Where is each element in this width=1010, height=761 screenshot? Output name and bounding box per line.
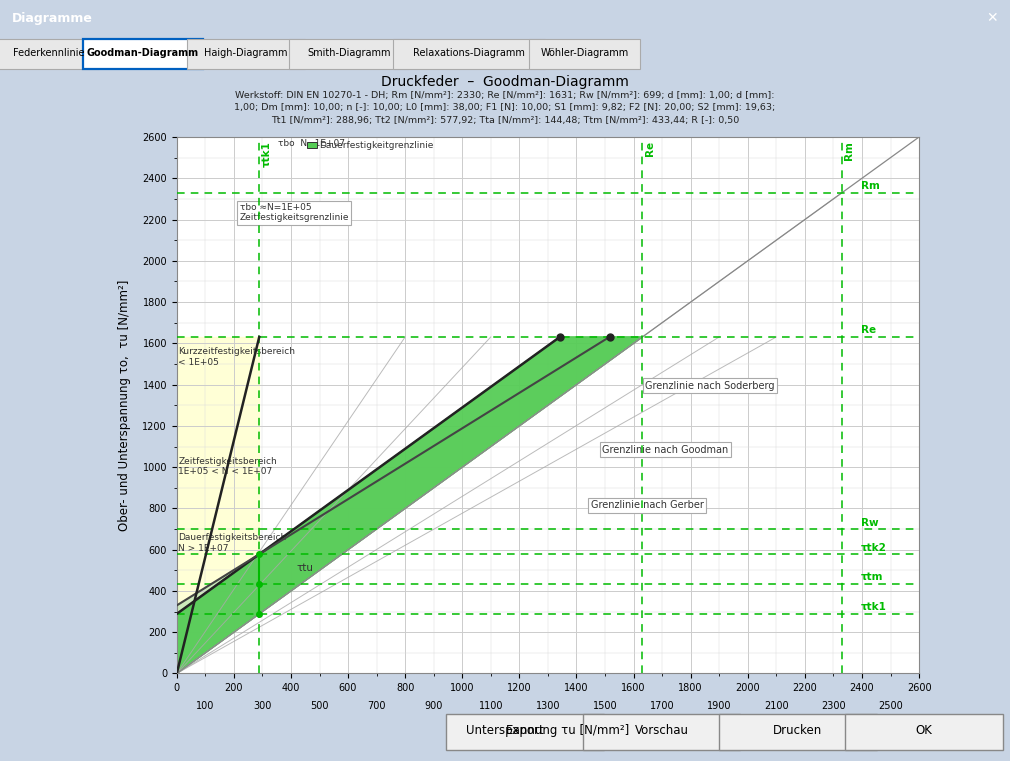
FancyBboxPatch shape bbox=[393, 39, 545, 69]
Text: τtk1: τtk1 bbox=[262, 141, 272, 167]
Text: 2300: 2300 bbox=[821, 702, 845, 712]
Text: 2100: 2100 bbox=[764, 702, 789, 712]
Text: 700: 700 bbox=[368, 702, 386, 712]
Text: Kurzzeitfestigkeitsbereich
< 1E+05: Kurzzeitfestigkeitsbereich < 1E+05 bbox=[178, 348, 295, 367]
Text: 1100: 1100 bbox=[479, 702, 503, 712]
FancyBboxPatch shape bbox=[187, 39, 305, 69]
FancyBboxPatch shape bbox=[719, 714, 877, 750]
Text: Grenzlinie nach Gerber: Grenzlinie nach Gerber bbox=[591, 501, 704, 511]
Polygon shape bbox=[177, 337, 260, 614]
Text: τtm: τtm bbox=[861, 572, 883, 582]
Text: 1500: 1500 bbox=[593, 702, 617, 712]
Text: OK: OK bbox=[916, 724, 932, 737]
Text: 100: 100 bbox=[196, 702, 214, 712]
Text: Re: Re bbox=[644, 141, 654, 156]
FancyBboxPatch shape bbox=[583, 714, 740, 750]
Polygon shape bbox=[177, 337, 642, 673]
Text: Dauerfestigkeitsbereich
N > 1E+07: Dauerfestigkeitsbereich N > 1E+07 bbox=[178, 533, 287, 552]
Text: Werkstoff: DIN EN 10270-1 - DH; Rm [N/mm²]: 2330; Re [N/mm²]: 1631; Rw [N/mm²]: : Werkstoff: DIN EN 10270-1 - DH; Rm [N/mm… bbox=[234, 91, 776, 126]
Text: Rm: Rm bbox=[861, 181, 880, 191]
Bar bbox=[307, 142, 317, 148]
Text: Diagramme: Diagramme bbox=[12, 11, 93, 25]
Y-axis label: Ober- und Unterspannung τo,  τu [N/mm²]: Ober- und Unterspannung τo, τu [N/mm²] bbox=[118, 279, 131, 531]
Text: Vorschau: Vorschau bbox=[634, 724, 689, 737]
Text: 1900: 1900 bbox=[707, 702, 731, 712]
Text: 1300: 1300 bbox=[535, 702, 561, 712]
FancyBboxPatch shape bbox=[845, 714, 1003, 750]
Text: Re: Re bbox=[861, 325, 876, 336]
Text: Relaxations-Diagramm: Relaxations-Diagramm bbox=[413, 49, 525, 59]
Text: 500: 500 bbox=[310, 702, 329, 712]
FancyBboxPatch shape bbox=[529, 39, 640, 69]
Text: Grenzlinie nach Soderberg: Grenzlinie nach Soderberg bbox=[645, 380, 775, 390]
Text: τtu: τtu bbox=[297, 563, 314, 573]
Text: Drucken: Drucken bbox=[774, 724, 822, 737]
Text: Grenzlinie nach Goodman: Grenzlinie nach Goodman bbox=[602, 444, 728, 454]
Text: Dauerfestigkeitgrenzlinie: Dauerfestigkeitgrenzlinie bbox=[319, 141, 434, 150]
FancyBboxPatch shape bbox=[446, 714, 604, 750]
Text: Export: Export bbox=[506, 724, 544, 737]
Text: Wöhler-Diagramm: Wöhler-Diagramm bbox=[540, 49, 629, 59]
Text: τtk2: τtk2 bbox=[861, 543, 887, 552]
Text: 1700: 1700 bbox=[649, 702, 675, 712]
Text: 300: 300 bbox=[254, 702, 272, 712]
Text: Federkennlinie: Federkennlinie bbox=[13, 49, 84, 59]
Text: ✕: ✕ bbox=[986, 11, 998, 25]
FancyBboxPatch shape bbox=[0, 39, 99, 69]
Text: Rw: Rw bbox=[861, 517, 878, 527]
X-axis label: Unterspannung τu [N/mm²]: Unterspannung τu [N/mm²] bbox=[467, 724, 629, 737]
Text: Zeitfestigkeitsbereich
1E+05 < N < 1E+07: Zeitfestigkeitsbereich 1E+05 < N < 1E+07 bbox=[178, 457, 277, 476]
Text: Druckfeder  –  Goodman-Diagramm: Druckfeder – Goodman-Diagramm bbox=[381, 75, 629, 89]
Text: Smith-Diagramm: Smith-Diagramm bbox=[307, 49, 391, 59]
FancyBboxPatch shape bbox=[83, 39, 203, 69]
Text: Haigh-Diagramm: Haigh-Diagramm bbox=[204, 49, 288, 59]
Text: Goodman-Diagramm: Goodman-Diagramm bbox=[87, 49, 199, 59]
Text: 900: 900 bbox=[424, 702, 443, 712]
Polygon shape bbox=[177, 337, 642, 673]
Text: 2500: 2500 bbox=[878, 702, 903, 712]
Text: τbo  N=1E+07: τbo N=1E+07 bbox=[278, 139, 345, 148]
Polygon shape bbox=[177, 337, 642, 673]
Text: Rm: Rm bbox=[844, 141, 854, 160]
Text: τbo ≈N=1E+05
Zeitfestigkeitsgrenzlinie: τbo ≈N=1E+05 Zeitfestigkeitsgrenzlinie bbox=[239, 203, 349, 222]
FancyBboxPatch shape bbox=[289, 39, 409, 69]
Text: τtk1: τtk1 bbox=[861, 602, 887, 612]
